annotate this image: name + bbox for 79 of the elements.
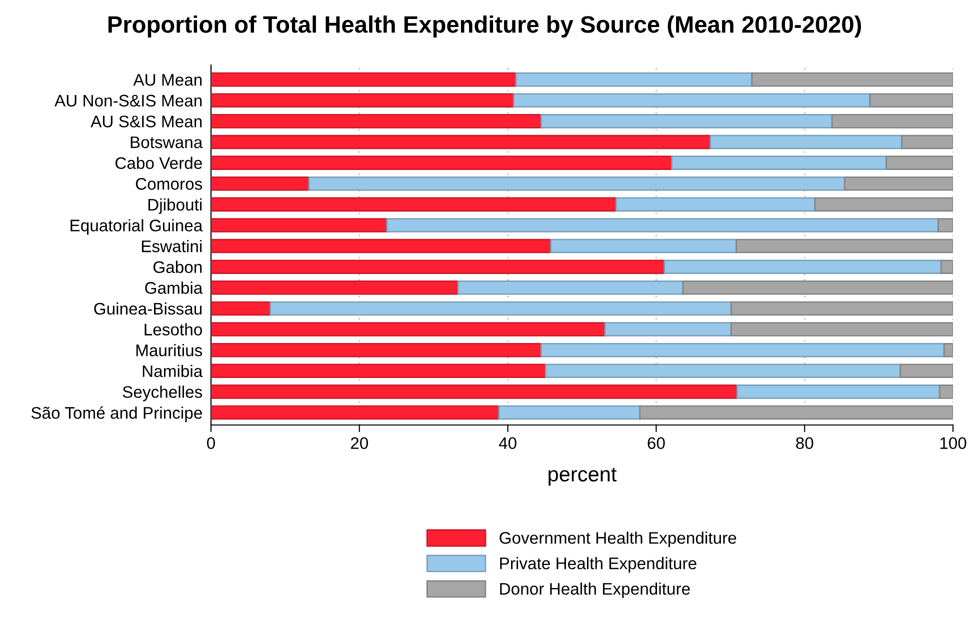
legend-label: Private Health Expenditure	[500, 557, 696, 573]
bar	[270, 301, 732, 316]
bar	[515, 72, 753, 87]
bar	[211, 197, 617, 212]
y-tick-label: AU S&IS Mean	[90, 116, 202, 128]
bar	[211, 364, 546, 378]
x-tick-label: 0	[207, 437, 215, 450]
y-tick-label: Lesotho	[144, 323, 202, 336]
y-tick-label: Djibouti	[148, 198, 202, 214]
chart-title: Proportion of Total Health Expenditure by Source (Mean 2010-2020)	[108, 16, 861, 38]
bar	[211, 72, 517, 87]
bar	[869, 93, 953, 108]
x-tick-label: 80	[796, 437, 814, 450]
bar	[211, 218, 388, 232]
bar	[664, 260, 942, 274]
bar	[211, 301, 272, 316]
bar	[940, 260, 953, 274]
y-tick-label: Guinea-Bissau	[94, 302, 202, 315]
bar	[513, 93, 871, 108]
bar	[937, 218, 953, 232]
bar	[211, 384, 738, 399]
bar	[900, 364, 953, 378]
bar	[211, 114, 542, 128]
x-tick-label: 100	[940, 437, 966, 450]
y-tick-label: Seychelles	[122, 386, 202, 402]
bar	[308, 176, 846, 191]
bar	[710, 134, 902, 150]
y-tick-label: Mauritius	[136, 344, 202, 356]
bar	[211, 134, 712, 150]
bar	[844, 176, 953, 191]
x-axis-title: percent	[548, 468, 617, 486]
bar	[938, 384, 953, 399]
y-tick-label: Gabon	[153, 260, 202, 274]
bar	[901, 134, 953, 150]
x-tick-label: 40	[498, 437, 516, 450]
y-tick-label: São Tomé and Principe	[31, 406, 202, 422]
y-tick-label: Botswana	[130, 136, 203, 148]
y-tick-label: Eswatini	[142, 240, 202, 252]
bar	[544, 364, 902, 378]
legend-label: Donor Health Expenditure	[500, 582, 690, 598]
bar	[751, 72, 953, 87]
bar	[682, 280, 953, 295]
bar	[943, 342, 953, 358]
y-tick-label: AU Non-S&IS Mean	[54, 94, 202, 107]
bar	[886, 156, 953, 170]
bar	[814, 197, 953, 212]
x-tick-label: 20	[350, 437, 368, 450]
legend-label: Government Health Expenditure	[500, 532, 736, 548]
bar	[730, 301, 953, 316]
bar	[457, 280, 684, 295]
bar	[211, 260, 666, 274]
bar	[540, 342, 945, 358]
bar	[550, 238, 738, 254]
x-tick-label: 60	[648, 437, 665, 450]
y-tick-label: Equatorial Guinea	[70, 219, 203, 235]
bar	[736, 384, 940, 399]
bar	[671, 156, 887, 170]
bar	[604, 322, 732, 336]
bar	[831, 114, 953, 128]
y-tick-label: Namibia	[142, 364, 203, 378]
bar	[386, 218, 939, 232]
bar	[615, 197, 816, 212]
bar	[736, 238, 953, 254]
bar	[211, 322, 606, 336]
bar	[498, 405, 641, 420]
bar	[211, 156, 672, 170]
bar	[211, 238, 552, 254]
y-tick-label: AU Mean	[133, 74, 202, 86]
bar	[211, 176, 310, 191]
y-tick-label: Comoros	[136, 178, 202, 190]
bar	[211, 280, 459, 295]
bar	[211, 342, 542, 358]
y-tick-label: Cabo Verde	[115, 156, 202, 170]
bar	[639, 405, 953, 420]
bar	[211, 405, 500, 420]
y-tick-label: Gambia	[145, 282, 203, 294]
bar	[730, 322, 953, 336]
bar	[540, 114, 833, 128]
bar	[211, 93, 514, 108]
